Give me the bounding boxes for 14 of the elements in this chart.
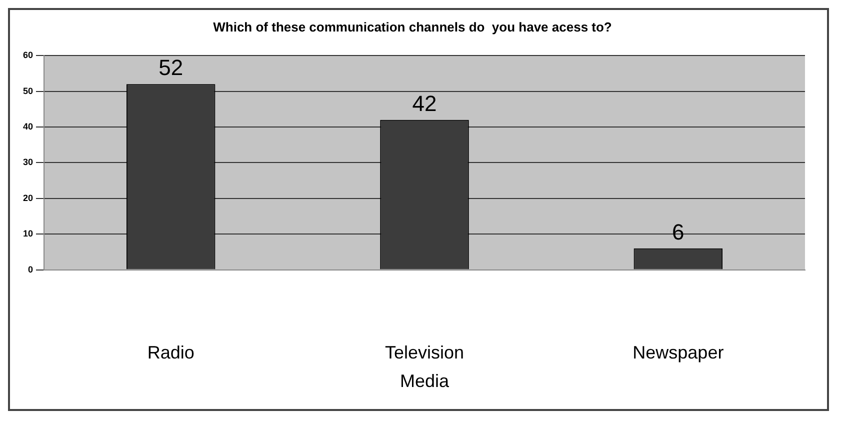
y-tick-label: 40 bbox=[22, 121, 34, 132]
y-tick-label: 50 bbox=[22, 86, 34, 96]
x-axis-title: Media bbox=[400, 371, 450, 392]
y-tick-label: 30 bbox=[22, 157, 34, 168]
data-label: 52 bbox=[158, 55, 184, 80]
y-tick-label: 10 bbox=[22, 228, 34, 239]
data-label: 42 bbox=[412, 90, 437, 116]
chart-title: Which of these communication channels do you have acess to? bbox=[213, 19, 612, 34]
y-tick-label: 60 bbox=[22, 50, 34, 60]
y-tick-label: 20 bbox=[22, 192, 34, 203]
x-tick-label: Television bbox=[384, 342, 464, 363]
x-tick-label: Radio bbox=[147, 342, 194, 363]
y-tick-label: 0 bbox=[28, 264, 34, 274]
x-tick-label: Newspaper bbox=[632, 342, 724, 363]
